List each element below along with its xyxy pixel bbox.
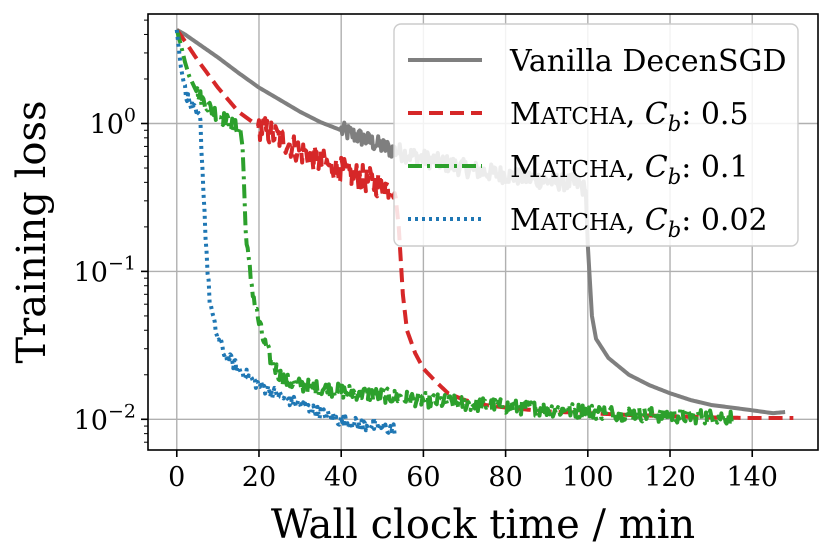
axis-ticks: 0 20 40 60 80 100 120 140 100 10−1 10−2: [74, 19, 778, 493]
y-tick-label: 100: [90, 104, 136, 140]
plot-frame: [147, 13, 819, 451]
x-tick-label: 0: [168, 462, 185, 493]
y-tick-label: 10−2: [74, 400, 136, 436]
x-tick-label: 100: [562, 462, 614, 493]
series-line-3: [174, 29, 397, 435]
y-axis-label: Training loss: [9, 100, 55, 363]
x-tick-label: 140: [726, 462, 778, 493]
x-tick-label: 80: [488, 462, 522, 493]
legend-box: [393, 23, 799, 247]
legend: Vanilla DecenSGD MATCHA, Cb: 0.5 MATCHA, C…: [393, 23, 799, 247]
legend-entry: Vanilla DecenSGD: [509, 44, 787, 79]
legend-entry: MATCHA, Cb: 0.02: [510, 203, 768, 242]
legend-entry: MATCHA, Cb: 0.1: [510, 150, 749, 189]
x-tick-label: 20: [242, 462, 276, 493]
series-line-2: [174, 29, 734, 426]
y-tick-label: 10−1: [74, 252, 136, 288]
x-tick-label: 40: [324, 462, 358, 493]
legend-entry: MATCHA, Cb: 0.5: [510, 97, 749, 136]
x-tick-label: 120: [644, 462, 696, 493]
x-axis-label: Wall clock time / min: [271, 502, 695, 548]
x-tick-label: 60: [406, 462, 440, 493]
